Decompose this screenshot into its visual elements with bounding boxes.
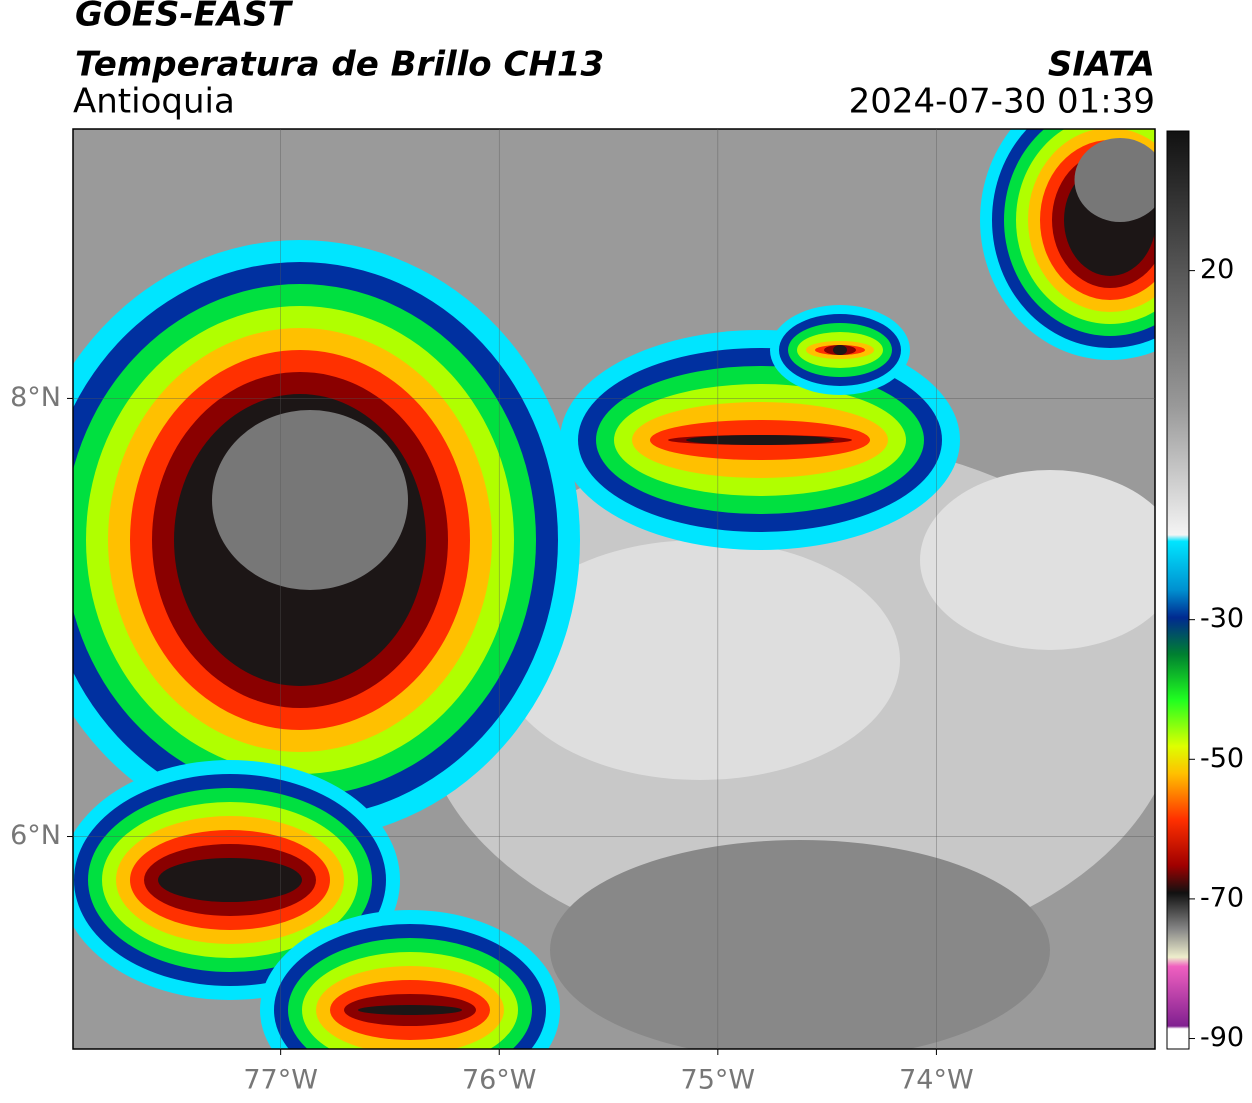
- cloud-core: [212, 410, 408, 590]
- source: SIATA: [1048, 45, 1155, 85]
- y-tick-label: 6°N: [10, 820, 61, 851]
- cloud-core: [1074, 138, 1155, 222]
- x-tick-label: 77°W: [243, 1065, 318, 1096]
- cloud-band: [158, 858, 302, 902]
- cloud-band: [358, 1005, 462, 1015]
- y-tick-label: 8°N: [10, 382, 61, 413]
- colorbar-tick-label: -90: [1200, 1022, 1244, 1053]
- colorbar-tick-label: 20: [1200, 254, 1234, 285]
- subtitle: Temperatura de Brillo CH13: [75, 45, 604, 85]
- cloud-band: [686, 435, 834, 445]
- colorbar: [1166, 130, 1190, 1050]
- region: Antioquia: [73, 82, 235, 122]
- datetime: 2024-07-30 01:39: [849, 82, 1155, 122]
- x-tick-label: 75°W: [681, 1065, 756, 1096]
- colorbar-tick-label: -50: [1200, 743, 1244, 774]
- map-frame: [72, 128, 1156, 1050]
- colorbar-tick-label: -30: [1200, 603, 1244, 634]
- x-tick-label: 74°W: [899, 1065, 974, 1096]
- colorbar-tick-label: -70: [1200, 882, 1244, 913]
- cloud-band: [833, 345, 847, 355]
- title: GOES-EAST: [75, 0, 294, 35]
- x-tick-label: 76°W: [462, 1065, 537, 1096]
- satellite-image: [73, 129, 1155, 1049]
